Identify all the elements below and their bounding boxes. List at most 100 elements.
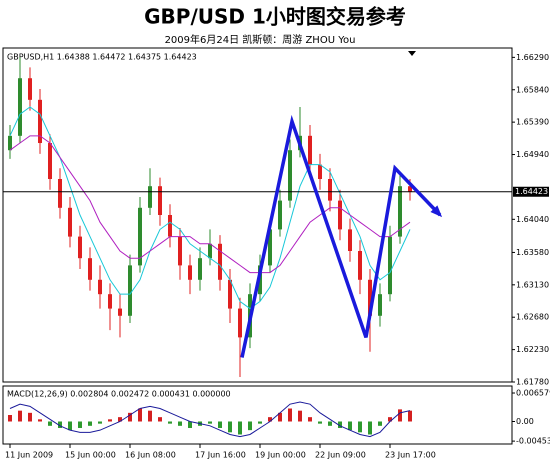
- candle-body: [8, 135, 12, 151]
- macd-bar: [238, 421, 242, 435]
- candle-body: [168, 215, 172, 237]
- candle-body: [138, 207, 142, 266]
- y-tick-label: 0.006579: [516, 389, 550, 398]
- candle-body: [398, 186, 402, 237]
- macd-bar: [298, 410, 302, 422]
- trend-annotation: [240, 114, 442, 358]
- candle-body: [378, 294, 382, 316]
- candle-body: [318, 164, 322, 180]
- macd-bar: [328, 421, 332, 426]
- macd-bar: [248, 421, 252, 431]
- candle-body: [28, 78, 32, 100]
- candle-body: [148, 186, 152, 208]
- macd-bar: [318, 421, 322, 424]
- macd-bar: [348, 421, 352, 431]
- macd-panel: [2, 385, 513, 445]
- moving-average: [9, 135, 411, 274]
- macd-bar: [258, 421, 262, 424]
- y-tick-label: 0.00: [516, 417, 534, 426]
- macd-bar: [168, 421, 172, 424]
- x-tick-label: 22 Jun 09:00: [315, 451, 366, 460]
- macd-bar: [408, 410, 412, 422]
- y-tick-label: 1.64040: [516, 215, 549, 224]
- macd-bar: [68, 421, 72, 431]
- x-tick-label: 17 Jun 16:00: [195, 451, 246, 460]
- candle-body: [268, 229, 272, 266]
- candle-body: [98, 279, 102, 295]
- y-tick-label: 1.63580: [516, 248, 549, 257]
- candle-body: [88, 258, 92, 280]
- current-price-label: 1.64423: [515, 187, 548, 196]
- candle-body: [328, 179, 332, 201]
- x-tick-label: 11 Jun 2009: [5, 451, 53, 460]
- candle-body: [118, 308, 122, 316]
- y-tick-label: 1.63130: [516, 280, 549, 289]
- price-panel: [2, 47, 513, 383]
- candle-body: [358, 250, 362, 280]
- candle-body: [58, 179, 62, 208]
- candle-body: [128, 265, 132, 316]
- candle-body: [78, 236, 82, 259]
- y-tick-label: 1.66290: [516, 53, 549, 62]
- candle-body: [228, 279, 232, 309]
- y-tick-label: 1.65840: [516, 85, 549, 94]
- macd-bar: [28, 412, 32, 422]
- y-tick-label: 1.62230: [516, 345, 549, 354]
- candle-body: [308, 135, 312, 165]
- candle-body: [38, 99, 42, 144]
- moving-average: [9, 106, 411, 310]
- candle-body: [348, 229, 352, 251]
- info-text: GBPUSD,H1 1.64388 1.64472 1.64375 1.6442…: [7, 53, 197, 62]
- candle-body: [338, 200, 342, 230]
- candle-body: [208, 243, 212, 259]
- y-tick-label: -0.004533: [516, 437, 550, 446]
- macd-bar: [88, 421, 92, 426]
- y-tick-label: 1.61780: [516, 378, 549, 387]
- macd-bar: [338, 421, 342, 428]
- macd-bar: [378, 421, 382, 426]
- chart-subtitle: 2009年6月24日 凯斯顿：周游 ZHOU You: [165, 33, 356, 46]
- x-tick-label: 23 Jun 17:00: [385, 451, 436, 460]
- macd-line: [9, 401, 411, 438]
- chart-title: GBP/USD 1小时图交易参考: [144, 5, 406, 29]
- macd-bar: [228, 421, 232, 433]
- macd-bar: [188, 421, 192, 428]
- shift-marker: [408, 51, 416, 56]
- macd-bar: [138, 408, 142, 422]
- candle-body: [188, 265, 192, 280]
- macd-bar: [388, 417, 392, 422]
- trend-arrowhead: [430, 205, 443, 218]
- y-tick-label: 1.65390: [516, 118, 549, 127]
- macd-bar: [178, 421, 182, 426]
- candle-body: [198, 258, 202, 280]
- macd-bar: [158, 417, 162, 422]
- macd-bar: [58, 421, 62, 428]
- macd-bar: [118, 417, 122, 422]
- candle-body: [408, 186, 412, 192]
- candle-body: [278, 200, 282, 230]
- macd-bar: [128, 412, 132, 422]
- macd-bar: [48, 421, 52, 426]
- macd-bar: [98, 421, 102, 424]
- macd-bar: [278, 412, 282, 422]
- candle-body: [48, 143, 52, 180]
- x-tick-label: 16 Jun 08:00: [125, 451, 176, 460]
- y-tick-label: 1.62680: [516, 313, 549, 322]
- macd-bar: [398, 409, 402, 422]
- macd-bar: [368, 421, 372, 435]
- candle-body: [288, 150, 292, 201]
- x-tick-label: 19 Jun 00:00: [255, 451, 306, 460]
- candle-body: [68, 207, 72, 237]
- macd-bar: [208, 421, 212, 424]
- candle-body: [178, 236, 182, 266]
- macd-bar: [288, 408, 292, 422]
- macd-bar: [108, 419, 112, 422]
- current-price-box: [513, 186, 549, 197]
- macd-bar: [358, 421, 362, 433]
- macd-bar: [308, 417, 312, 422]
- candle-body: [388, 236, 392, 295]
- macd-bar: [218, 421, 222, 428]
- macd-label: MACD(12,26,9) 0.002804 0.002472 0.000431…: [7, 390, 231, 399]
- y-tick-label: 1.64940: [516, 150, 549, 159]
